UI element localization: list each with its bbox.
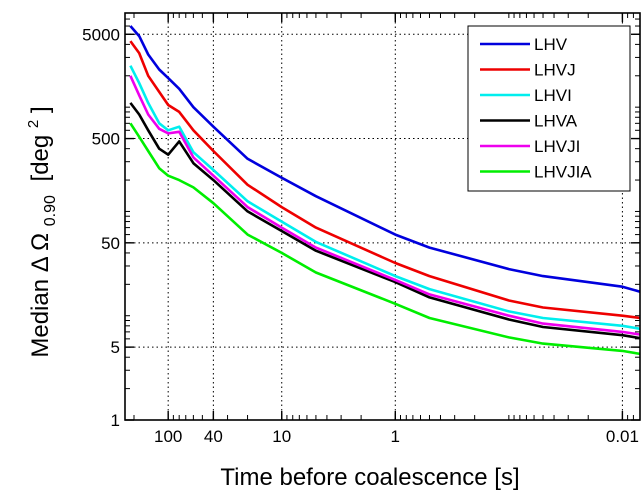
series-line-lhvji <box>129 75 641 336</box>
legend-label-lhvji: LHVJI <box>534 137 580 156</box>
y-tick-label: 5000 <box>82 25 120 44</box>
x-tick-label: 0.01 <box>606 427 639 446</box>
y-axis-label-close: ] <box>27 106 54 113</box>
y-axis-label-subscript: 0.90 <box>42 195 59 226</box>
legend-box <box>467 25 631 192</box>
y-tick-label: 5 <box>111 338 120 357</box>
plot-frame <box>124 12 641 421</box>
y-tick-label: 50 <box>101 234 120 253</box>
y-axis-label-superscript: 2 <box>25 120 42 128</box>
x-axis-label: Time before coalescence [s] <box>220 464 519 491</box>
x-tick-label: 100 <box>154 427 182 446</box>
x-tick-label: 40 <box>204 427 223 446</box>
y-axis-label-unit: [deg <box>27 135 54 182</box>
y-axis-label-main: Median Δ Ω <box>27 233 54 358</box>
y-axis-label: Median Δ Ω 0.90 [deg 2 ] <box>17 106 61 357</box>
legend-label-lhvi: LHVI <box>534 86 572 105</box>
series-line-lhvjia <box>129 122 641 356</box>
axis-ticks <box>125 13 640 421</box>
series-line-lhvi <box>129 65 641 331</box>
legend-label-lhvjia: LHVJIA <box>534 163 592 182</box>
x-tick-label: 10 <box>272 427 291 446</box>
series-line-lhva <box>129 102 641 340</box>
series-lines <box>129 25 641 356</box>
legend-label-lhva: LHVA <box>534 112 578 131</box>
legend-label-lhvj: LHVJ <box>534 61 576 80</box>
series-line-lhv <box>129 25 641 293</box>
x-tick-label: 1 <box>391 427 400 446</box>
legend: LHV LHVJ LHVI LHVA LHVJI LHVJIA <box>467 25 631 192</box>
tick-labels: 100 40 10 1 0.01 1 5 50 500 5000 <box>82 25 639 446</box>
y-tick-label: 1 <box>111 411 120 430</box>
y-tick-label: 500 <box>92 130 120 149</box>
legend-label-lhv: LHV <box>534 35 568 54</box>
series-line-lhvj <box>129 40 641 320</box>
